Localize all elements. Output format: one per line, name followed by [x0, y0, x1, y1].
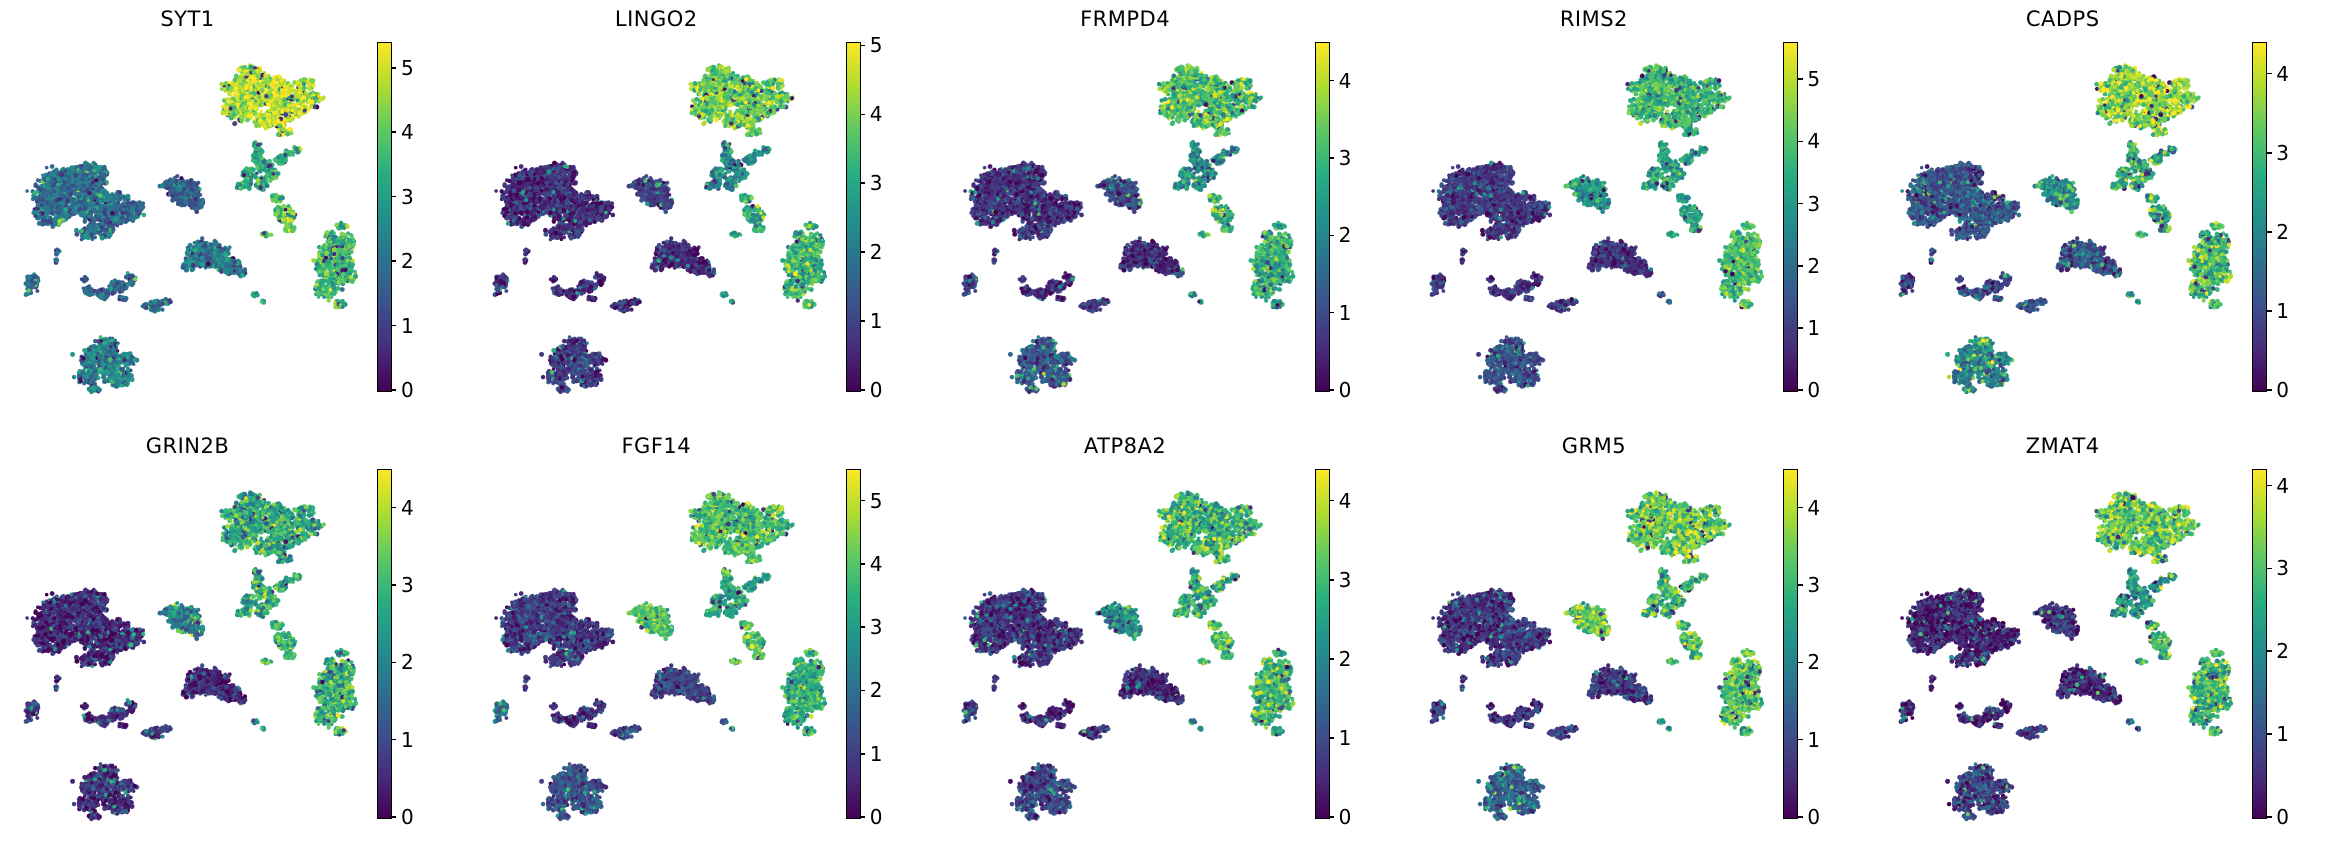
colorbar-gradient: [1315, 470, 1329, 818]
umap-scatter-canvas: [468, 0, 938, 427]
colorbar-gradient: [1315, 43, 1329, 391]
colorbar-gradient: [1784, 43, 1798, 391]
expression-colorbar: [1783, 469, 1799, 819]
umap-scatter-canvas: [0, 0, 469, 427]
expression-colorbar: [1314, 42, 1330, 392]
colorbar-gradient: [378, 470, 391, 818]
expression-colorbar: [2252, 42, 2268, 392]
colorbar-gradient: [846, 470, 860, 818]
umap-scatter-canvas: [1406, 427, 1876, 854]
expression-colorbar: [2252, 469, 2268, 819]
expression-colorbar: [845, 469, 861, 819]
umap-scatter-canvas: [1406, 0, 1876, 427]
umap-scatter-canvas: [1875, 427, 2344, 854]
panel-title: GRIN2B: [145, 434, 230, 458]
umap-scatter-canvas: [0, 427, 469, 854]
panel-title: ATP8A2: [1083, 434, 1167, 458]
panel-title: SYT1: [160, 7, 215, 31]
expression-colorbar: [377, 469, 392, 819]
panel-title: LINGO2: [614, 7, 698, 31]
panel-title: CADPS: [2025, 7, 2100, 31]
colorbar-gradient: [846, 43, 860, 391]
umap-scatter-canvas: [1875, 0, 2344, 427]
expression-colorbar: [377, 42, 392, 392]
umap-scatter-canvas: [937, 0, 1407, 427]
panel-title: RIMS2: [1559, 7, 1628, 31]
expression-colorbar: [1314, 469, 1330, 819]
umap-scatter-canvas: [937, 427, 1407, 854]
panel-title: GRM5: [1561, 434, 1627, 458]
colorbar-gradient: [2253, 470, 2267, 818]
colorbar-gradient: [1784, 470, 1798, 818]
colorbar-gradient: [2253, 43, 2267, 391]
colorbar-gradient: [378, 43, 391, 391]
umap-scatter-canvas: [468, 427, 938, 854]
expression-colorbar: [1783, 42, 1799, 392]
panel-title: ZMAT4: [2025, 434, 2100, 458]
panel-title: FRMPD4: [1080, 7, 1171, 31]
panel-title: FGF14: [621, 434, 692, 458]
expression-colorbar: [845, 42, 861, 392]
